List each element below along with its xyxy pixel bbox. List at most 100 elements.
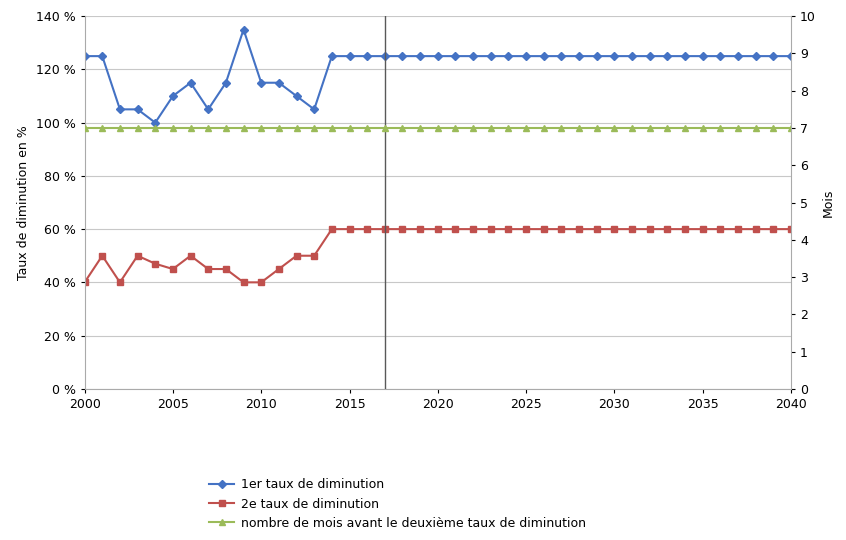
1er taux de diminution [768, 53, 778, 59]
nombre de mois avant le deuxième taux de diminution [97, 125, 107, 131]
2e taux de diminution [415, 226, 426, 232]
Y-axis label: Taux de diminution en %: Taux de diminution en % [17, 125, 30, 280]
2e taux de diminution [398, 226, 408, 232]
2e taux de diminution [557, 226, 567, 232]
1er taux de diminution [521, 53, 531, 59]
1er taux de diminution [591, 53, 602, 59]
2e taux de diminution [115, 279, 125, 286]
nombre de mois avant le deuxième taux de diminution [557, 125, 567, 131]
2e taux de diminution [768, 226, 778, 232]
nombre de mois avant le deuxième taux de diminution [291, 125, 301, 131]
1er taux de diminution [150, 119, 160, 126]
2e taux de diminution [521, 226, 531, 232]
2e taux de diminution [591, 226, 602, 232]
nombre de mois avant le deuxième taux de diminution [327, 125, 337, 131]
2e taux de diminution [715, 226, 725, 232]
2e taux de diminution [344, 226, 354, 232]
nombre de mois avant le deuxième taux de diminution [609, 125, 619, 131]
1er taux de diminution [486, 53, 496, 59]
nombre de mois avant le deuxième taux de diminution [80, 125, 90, 131]
2e taux de diminution [432, 226, 442, 232]
nombre de mois avant le deuxième taux de diminution [274, 125, 284, 131]
1er taux de diminution [97, 53, 107, 59]
nombre de mois avant le deuxième taux de diminution [786, 125, 796, 131]
1er taux de diminution [609, 53, 619, 59]
2e taux de diminution [256, 279, 266, 286]
2e taux de diminution [645, 226, 655, 232]
Y-axis label: Mois: Mois [821, 188, 834, 217]
2e taux de diminution [203, 266, 213, 272]
nombre de mois avant le deuxième taux de diminution [203, 125, 213, 131]
1er taux de diminution [415, 53, 426, 59]
1er taux de diminution [221, 79, 231, 86]
nombre de mois avant le deuxième taux de diminution [133, 125, 143, 131]
1er taux de diminution [185, 79, 195, 86]
2e taux de diminution [80, 279, 90, 286]
2e taux de diminution [450, 226, 460, 232]
nombre de mois avant le deuxième taux de diminution [627, 125, 637, 131]
nombre de mois avant le deuxième taux de diminution [450, 125, 460, 131]
2e taux de diminution [291, 253, 301, 259]
nombre de mois avant le deuxième taux de diminution [662, 125, 673, 131]
nombre de mois avant le deuxième taux de diminution [398, 125, 408, 131]
1er taux de diminution [468, 53, 478, 59]
2e taux de diminution [150, 260, 160, 267]
nombre de mois avant le deuxième taux de diminution [221, 125, 231, 131]
1er taux de diminution [680, 53, 690, 59]
1er taux de diminution [256, 79, 266, 86]
nombre de mois avant le deuxième taux de diminution [574, 125, 584, 131]
2e taux de diminution [97, 253, 107, 259]
2e taux de diminution [698, 226, 708, 232]
1er taux de diminution [574, 53, 584, 59]
nombre de mois avant le deuxième taux de diminution [115, 125, 125, 131]
1er taux de diminution [168, 93, 178, 99]
nombre de mois avant le deuxième taux de diminution [150, 125, 160, 131]
nombre de mois avant le deuxième taux de diminution [256, 125, 266, 131]
Legend: 1er taux de diminution, 2e taux de diminution, nombre de mois avant le deuxième : 1er taux de diminution, 2e taux de dimin… [206, 475, 590, 534]
nombre de mois avant le deuxième taux de diminution [680, 125, 690, 131]
1er taux de diminution [698, 53, 708, 59]
nombre de mois avant le deuxième taux de diminution [733, 125, 743, 131]
nombre de mois avant le deuxième taux de diminution [750, 125, 761, 131]
1er taux de diminution [432, 53, 442, 59]
1er taux de diminution [786, 53, 796, 59]
1er taux de diminution [80, 53, 90, 59]
nombre de mois avant le deuxième taux de diminution [362, 125, 372, 131]
2e taux de diminution [609, 226, 619, 232]
nombre de mois avant le deuxième taux de diminution [591, 125, 602, 131]
1er taux de diminution [203, 106, 213, 113]
1er taux de diminution [557, 53, 567, 59]
2e taux de diminution [468, 226, 478, 232]
2e taux de diminution [750, 226, 761, 232]
nombre de mois avant le deuxième taux de diminution [698, 125, 708, 131]
1er taux de diminution [750, 53, 761, 59]
2e taux de diminution [274, 266, 284, 272]
nombre de mois avant le deuxième taux de diminution [185, 125, 195, 131]
2e taux de diminution [362, 226, 372, 232]
1er taux de diminution [380, 53, 390, 59]
Line: nombre de mois avant le deuxième taux de diminution: nombre de mois avant le deuxième taux de… [81, 125, 794, 131]
2e taux de diminution [380, 226, 390, 232]
2e taux de diminution [503, 226, 514, 232]
1er taux de diminution [539, 53, 549, 59]
2e taux de diminution [239, 279, 249, 286]
1er taux de diminution [662, 53, 673, 59]
2e taux de diminution [662, 226, 673, 232]
nombre de mois avant le deuxième taux de diminution [645, 125, 655, 131]
2e taux de diminution [680, 226, 690, 232]
nombre de mois avant le deuxième taux de diminution [239, 125, 249, 131]
nombre de mois avant le deuxième taux de diminution [768, 125, 778, 131]
1er taux de diminution [645, 53, 655, 59]
nombre de mois avant le deuxième taux de diminution [309, 125, 319, 131]
1er taux de diminution [503, 53, 514, 59]
nombre de mois avant le deuxième taux de diminution [168, 125, 178, 131]
2e taux de diminution [539, 226, 549, 232]
2e taux de diminution [574, 226, 584, 232]
1er taux de diminution [327, 53, 337, 59]
1er taux de diminution [274, 79, 284, 86]
1er taux de diminution [362, 53, 372, 59]
nombre de mois avant le deuxième taux de diminution [503, 125, 514, 131]
1er taux de diminution [715, 53, 725, 59]
2e taux de diminution [786, 226, 796, 232]
1er taux de diminution [450, 53, 460, 59]
